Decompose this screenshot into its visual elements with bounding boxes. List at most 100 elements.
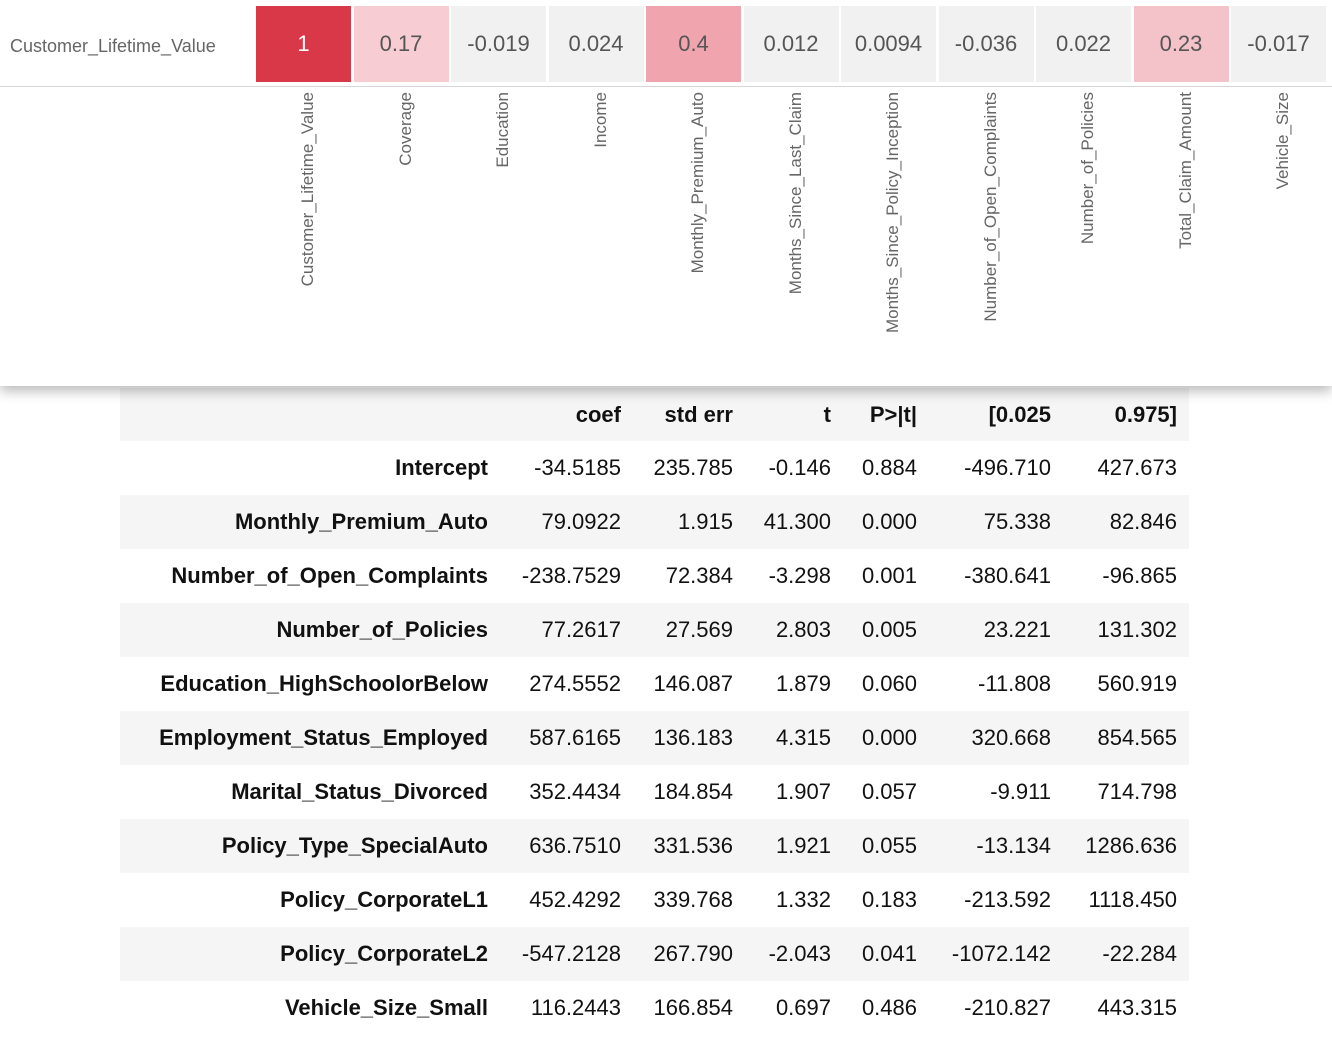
cell-coef: 452.4292: [529, 887, 621, 912]
cell-std-err: 27.569: [665, 617, 733, 642]
cell-std-err: 166.854: [653, 995, 733, 1020]
cell-coef: -547.2128: [521, 941, 621, 966]
table-header-row: coef std err t P>|t| [0.025 0.975]: [120, 388, 1189, 441]
heatmap-cell: -0.036: [938, 6, 1034, 82]
cell-coef: 77.2617: [541, 617, 621, 642]
table-row: Policy_CorporateL2 -547.2128 267.790 -2.043…: [120, 927, 1189, 981]
heatmap-column-label-text: Monthly_Premium_Auto: [688, 92, 707, 274]
cell-coef: 79.0922: [541, 509, 621, 534]
header-corner: [120, 388, 500, 441]
cell-t: 1.921: [775, 833, 831, 858]
cell-p-value: 0.060: [861, 671, 917, 696]
cell-ci-upper: 560.919: [1097, 671, 1177, 696]
heatmap-cell: 0.0094: [841, 6, 936, 82]
heatmap-column-label-text: Months_Since_Policy_Inception: [883, 92, 902, 333]
table-row: Monthly_Premium_Auto 79.0922 1.915 41.300 0.…: [120, 495, 1189, 549]
heatmap-column-label: Total_Claim_Amount: [1170, 92, 1198, 377]
row-label: Vehicle_Size_Small: [284, 995, 488, 1020]
table-body: Intercept -34.5185 235.785 -0.146 0.884 -496.…: [120, 441, 1189, 1035]
cell-p-value: 0.041: [861, 941, 917, 966]
cell-t: 41.300: [763, 509, 831, 534]
heatmap-column-label: Customer_Lifetime_Value: [292, 92, 320, 377]
cell-std-err: 1.915: [677, 509, 733, 534]
cell-t: -0.146: [768, 455, 831, 480]
cell-t: 1.332: [775, 887, 831, 912]
cell-std-err: 267.790: [653, 941, 733, 966]
cell-std-err: 235.785: [653, 455, 733, 480]
cell-ci-lower: -1072.142: [951, 941, 1051, 966]
cell-p-value: 0.055: [861, 833, 917, 858]
row-label: Employment_Status_Employed: [159, 725, 488, 750]
heatmap-column-label: Monthly_Premium_Auto: [682, 92, 710, 377]
heatmap-column-label-text: Months_Since_Last_Claim: [785, 92, 805, 295]
correlation-heatmap: Customer_Lifetime_Value 1 0.17 -0.019 0.024…: [0, 0, 1332, 386]
heatmap-cell: 0.022: [1036, 6, 1131, 82]
header-ci-upper: 0.975]: [1114, 401, 1177, 427]
regression-table: coef std err t P>|t| [0.025 0.975] Inter…: [120, 388, 1189, 1035]
cell-ci-lower: 23.221: [983, 617, 1051, 642]
cell-p-value: 0.183: [861, 887, 917, 912]
table-row: Policy_CorporateL1 452.4292 339.768 1.332 0.…: [120, 873, 1189, 927]
row-label: Education_HighSchoolorBelow: [160, 671, 488, 696]
row-label: Number_of_Policies: [276, 617, 488, 642]
heatmap-column-label: Education: [487, 92, 515, 377]
cell-ci-lower: -210.827: [964, 995, 1051, 1020]
cell-coef: -238.7529: [521, 563, 621, 588]
header-coef: coef: [575, 401, 621, 427]
cell-ci-lower: -13.134: [976, 833, 1051, 858]
cell-std-err: 72.384: [665, 563, 733, 588]
table-row: Number_of_Open_Complaints -238.7529 72.384…: [120, 549, 1189, 603]
heatmap-cell: 0.17: [353, 6, 449, 82]
heatmap-column-label-text: Total_Claim_Amount: [1175, 92, 1195, 249]
cell-t: -3.298: [768, 563, 831, 588]
cell-t: 1.879: [775, 671, 831, 696]
heatmap-cell: 1: [256, 6, 351, 82]
row-label: Intercept: [395, 455, 488, 480]
header-p-value: P>|t|: [869, 401, 917, 427]
row-label: Policy_CorporateL1: [280, 887, 488, 912]
row-label: Monthly_Premium_Auto: [234, 509, 488, 534]
table-row: Intercept -34.5185 235.785 -0.146 0.884 -496.…: [120, 441, 1189, 495]
cell-t: 0.697: [775, 995, 831, 1020]
row-label: Marital_Status_Divorced: [231, 779, 488, 804]
cell-ci-upper: 427.673: [1097, 455, 1177, 480]
heatmap-column-label: Coverage: [390, 92, 418, 377]
cell-coef: -34.5185: [534, 455, 621, 480]
heatmap-row-label: Customer_Lifetime_Value: [10, 36, 216, 56]
cell-p-value: 0.884: [861, 455, 917, 480]
cell-ci-upper: 82.846: [1109, 509, 1177, 534]
cell-t: 2.803: [775, 617, 831, 642]
table-row: Employment_Status_Employed 587.6165 136.18…: [120, 711, 1189, 765]
header-std-err: std err: [664, 401, 733, 427]
cell-ci-lower: -9.911: [990, 779, 1051, 804]
cell-ci-lower: 320.668: [971, 725, 1051, 750]
heatmap-column-label: Number_of_Open_Complaints: [975, 92, 1003, 377]
cell-ci-lower: -496.710: [964, 455, 1051, 480]
cell-t: 1.907: [775, 779, 831, 804]
cell-ci-upper: 714.798: [1097, 779, 1177, 804]
heatmap-column-label-text: Number_of_Open_Complaints: [980, 92, 1000, 322]
header-ci-lower: [0.025: [988, 401, 1051, 427]
cell-p-value: 0.000: [861, 725, 917, 750]
heatmap-column-label: Number_of_Policies: [1072, 92, 1100, 377]
cell-p-value: 0.057: [861, 779, 917, 804]
cell-ci-lower: -11.808: [978, 671, 1051, 696]
heatmap-cell: -0.019: [451, 6, 546, 82]
heatmap-cell: 0.4: [646, 6, 741, 82]
cell-coef: 274.5552: [529, 671, 621, 696]
header-t: t: [823, 401, 831, 427]
heatmap-column-label-text: Education: [493, 92, 512, 168]
heatmap-column-label-text: Income: [590, 92, 610, 148]
cell-coef: 636.7510: [529, 833, 621, 858]
table-row: Number_of_Policies 77.2617 27.569 2.803 0.00…: [120, 603, 1189, 657]
cell-t: 4.315: [775, 725, 831, 750]
cell-coef: 352.4434: [529, 779, 621, 804]
cell-t: -2.043: [768, 941, 831, 966]
heatmap-column-label: Income: [585, 92, 613, 377]
heatmap-cell: 0.012: [743, 6, 839, 82]
cell-ci-upper: 443.315: [1097, 995, 1177, 1020]
cell-coef: 116.2443: [530, 995, 621, 1020]
cell-ci-lower: -213.592: [964, 887, 1051, 912]
row-label: Policy_CorporateL2: [280, 941, 488, 966]
cell-ci-upper: -22.284: [1102, 941, 1177, 966]
